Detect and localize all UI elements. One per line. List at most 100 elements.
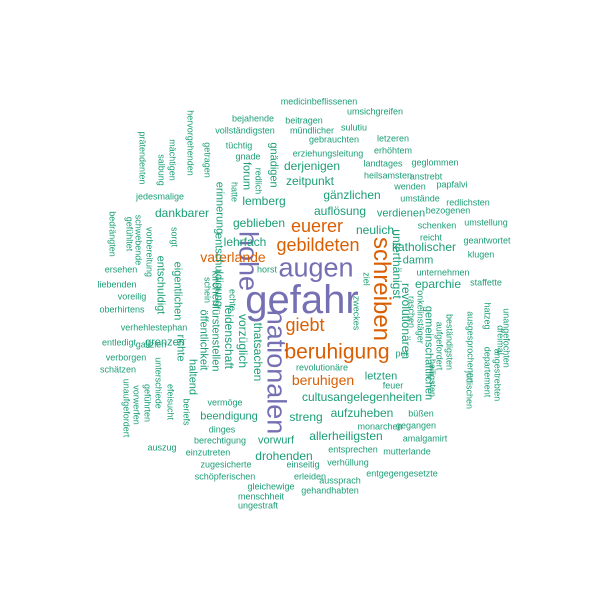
word: gnädigen bbox=[267, 142, 280, 188]
word: umsichgreifen bbox=[346, 106, 404, 117]
word: ersehen bbox=[104, 264, 138, 275]
word: heiligsten bbox=[427, 358, 438, 398]
word: voreilig bbox=[117, 291, 147, 302]
word: thatsachen bbox=[251, 322, 265, 382]
word: öffentlichkeit bbox=[197, 309, 210, 371]
word: ungestraft bbox=[237, 500, 279, 511]
word: umstände bbox=[400, 193, 440, 204]
word: geführten bbox=[142, 383, 153, 423]
word: monarchen bbox=[357, 421, 403, 432]
word: gnade bbox=[235, 151, 261, 162]
word: eigentlichen bbox=[171, 261, 184, 321]
word: unternehmen bbox=[416, 267, 470, 278]
word: giebt bbox=[285, 315, 325, 335]
word: erleiden bbox=[293, 471, 327, 482]
word: einzutreten bbox=[185, 447, 231, 458]
word: gebrauchten bbox=[308, 134, 360, 145]
word: schöpferischen bbox=[194, 471, 256, 482]
word: horst bbox=[256, 264, 278, 275]
word: katholischer bbox=[391, 240, 457, 254]
word: entledigt bbox=[101, 337, 137, 348]
word: vaterlande bbox=[200, 249, 266, 265]
word: gehandhabten bbox=[301, 485, 359, 496]
word: sorgt bbox=[169, 226, 180, 248]
word: zeitpunkt bbox=[285, 174, 335, 188]
word: unterschiede bbox=[153, 357, 164, 409]
word: anstrebt bbox=[409, 171, 443, 182]
word: bejahende bbox=[231, 113, 275, 124]
word: per bbox=[395, 348, 409, 359]
word: tüchtig bbox=[225, 140, 253, 151]
word: reicht bbox=[419, 232, 443, 243]
word: schätzen bbox=[99, 364, 137, 375]
word: mündlicher bbox=[289, 125, 335, 136]
word: beständigsten bbox=[444, 313, 455, 371]
word: grenzen bbox=[145, 336, 185, 349]
word: verdienen bbox=[376, 207, 426, 220]
word: gleichewige bbox=[247, 481, 295, 492]
word: gebildeten bbox=[276, 235, 360, 255]
word: verhehlestephan bbox=[120, 322, 188, 333]
word: umstellung bbox=[464, 217, 508, 228]
word: amalgamirt bbox=[402, 433, 448, 444]
word: verborgen bbox=[105, 352, 147, 363]
word: raschen bbox=[406, 295, 417, 329]
word: streng bbox=[289, 410, 323, 424]
word: bezogenen bbox=[425, 205, 471, 216]
word: efeisucht bbox=[165, 383, 176, 421]
word: auflösung bbox=[313, 204, 367, 218]
word: richte bbox=[174, 334, 187, 362]
word: feuer bbox=[382, 380, 404, 391]
word: haltend bbox=[186, 358, 199, 396]
word: heilsamsten bbox=[363, 170, 413, 181]
word: hervorgehenden bbox=[185, 110, 196, 176]
word: klugen bbox=[467, 249, 495, 260]
word: erhöhtem bbox=[373, 145, 413, 156]
word: menschheit bbox=[237, 491, 285, 502]
word: landtages bbox=[363, 158, 403, 169]
word: aufzuheben bbox=[330, 406, 394, 420]
word: neulich bbox=[355, 223, 395, 237]
word: gefühltet bbox=[124, 216, 135, 252]
word: verhüllung bbox=[327, 457, 369, 468]
word: dankbarer bbox=[154, 206, 210, 220]
word: salbung bbox=[156, 154, 167, 186]
word: mächtigen bbox=[167, 139, 178, 181]
word: letzten bbox=[364, 370, 398, 383]
word: büßen bbox=[408, 408, 434, 419]
word: unaufgefordert bbox=[121, 378, 132, 438]
word: berechtigung bbox=[193, 435, 247, 446]
word: erziehungsleitung bbox=[292, 148, 364, 159]
word: leidenschaft bbox=[222, 304, 236, 370]
word: dinges bbox=[208, 424, 236, 435]
word: damm bbox=[402, 254, 434, 267]
word: wenden bbox=[394, 181, 426, 192]
word: beruhigen bbox=[291, 372, 355, 388]
word: vorbereitung bbox=[144, 226, 155, 278]
word: erinnerung bbox=[213, 181, 226, 235]
word: liebenden bbox=[97, 279, 137, 290]
word: lemberg bbox=[242, 194, 286, 208]
word: lehrfach bbox=[223, 235, 267, 249]
word: euerer bbox=[290, 216, 344, 236]
word: unangefochten bbox=[501, 308, 512, 368]
word: mutterlande bbox=[383, 446, 431, 457]
word: vorwurf bbox=[257, 434, 295, 447]
word: schwebende bbox=[133, 214, 144, 266]
word: getragen bbox=[202, 142, 213, 178]
word: geglommen bbox=[411, 157, 459, 168]
word: galizien bbox=[135, 339, 167, 350]
word: staffette bbox=[470, 277, 502, 288]
word: ziel bbox=[361, 272, 372, 286]
word: entsprechen bbox=[328, 444, 378, 455]
word: entgegengesetzte bbox=[366, 468, 438, 479]
word: augen bbox=[278, 252, 354, 283]
word: vorwerfen bbox=[131, 385, 142, 425]
word: hatzeg bbox=[482, 302, 493, 330]
word: zweckes bbox=[351, 295, 362, 331]
word: medicinbeflissenen bbox=[280, 96, 358, 107]
word: gänzlichen bbox=[323, 188, 381, 202]
word: sulutiu bbox=[340, 122, 368, 133]
word: vermöge bbox=[207, 397, 243, 408]
